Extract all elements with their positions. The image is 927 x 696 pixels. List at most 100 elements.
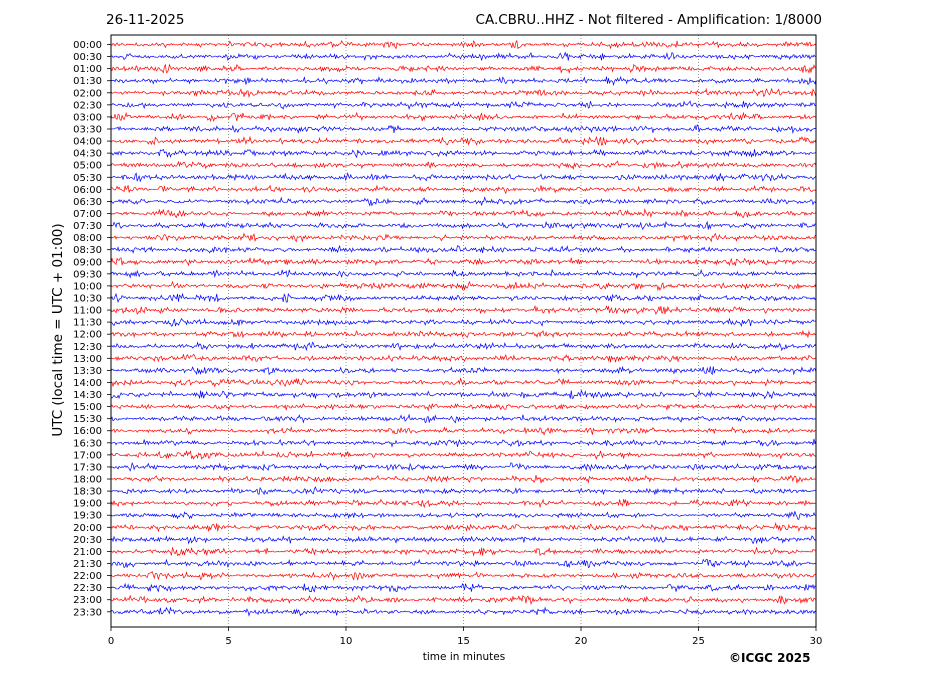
trace-row-0900 (110, 257, 817, 267)
xtick-label: 25 (692, 636, 705, 647)
x-axis-ticks: 0 5 10 15 20 25 30 (108, 627, 823, 647)
ytick-label: 20:00 (73, 523, 102, 534)
trace-row-1530 (110, 413, 817, 424)
trace-row-2000 (110, 521, 817, 533)
trace-row-0430 (110, 148, 817, 159)
ytick-label: 21:30 (73, 559, 102, 570)
xtick-label: 10 (340, 636, 353, 647)
ytick-label: 18:00 (73, 475, 102, 486)
trace-row-0400 (110, 135, 817, 146)
trace-row-0800 (110, 232, 817, 243)
ytick-label: 22:30 (73, 583, 102, 594)
trace-row-1500 (110, 402, 817, 411)
ytick-label: 19:30 (73, 511, 102, 522)
ytick-label: 05:00 (73, 161, 102, 172)
trace-row-0130 (110, 75, 817, 86)
copyright-label: ©ICGC 2025 (729, 651, 811, 665)
ytick-label: 17:30 (73, 462, 102, 473)
ytick-label: 22:00 (73, 571, 102, 582)
trace-row-0730 (110, 220, 817, 231)
y-axis-ticks: 00:0000:3001:0001:3002:0002:3003:0003:30… (73, 40, 111, 618)
trace-row-1030 (110, 292, 817, 304)
ytick-label: 14:00 (73, 378, 102, 389)
ytick-label: 08:30 (73, 245, 102, 256)
trace-row-1230 (111, 341, 817, 352)
ytick-label: 06:00 (73, 185, 102, 196)
trace-row-2330 (110, 606, 817, 617)
trace-row-1200 (110, 329, 817, 339)
trace-row-0230 (110, 100, 817, 111)
trace-row-1100 (110, 304, 817, 315)
seismic-traces (110, 39, 817, 617)
ytick-label: 04:00 (73, 137, 102, 148)
ytick-label: 03:30 (73, 124, 102, 135)
y-axis-label: UTC (local time = UTC + 01:00) (50, 223, 66, 437)
ytick-label: 13:30 (73, 366, 102, 377)
trace-row-2200 (110, 570, 817, 581)
trace-row-0530 (110, 171, 817, 183)
ytick-label: 13:00 (73, 354, 102, 365)
xtick-label: 30 (810, 636, 823, 647)
trace-row-1130 (110, 317, 817, 328)
trace-row-1330 (110, 365, 817, 376)
trace-row-2100 (110, 546, 817, 557)
trace-row-0300 (110, 111, 817, 123)
ytick-label: 12:30 (73, 342, 102, 353)
ytick-label: 19:00 (73, 499, 102, 510)
trace-row-0630 (110, 196, 817, 207)
trace-row-1630 (110, 438, 817, 448)
ytick-label: 09:00 (73, 257, 102, 268)
trace-row-1830 (110, 486, 817, 496)
ytick-label: 02:00 (73, 88, 102, 99)
ytick-label: 01:30 (73, 76, 102, 87)
ytick-label: 17:00 (73, 450, 102, 461)
trace-row-1600 (110, 426, 817, 436)
ytick-label: 18:30 (73, 487, 102, 498)
trace-row-1900 (110, 498, 817, 509)
trace-row-0030 (110, 51, 817, 62)
ytick-label: 15:00 (73, 402, 102, 413)
ytick-label: 14:30 (73, 390, 102, 401)
trace-row-2130 (110, 558, 817, 569)
trace-row-1430 (110, 389, 817, 400)
ytick-label: 20:30 (73, 535, 102, 546)
trace-row-0500 (110, 160, 817, 171)
trace-row-0930 (110, 268, 817, 279)
x-axis-label: time in minutes (422, 651, 506, 663)
ytick-label: 05:30 (73, 173, 102, 184)
ytick-label: 09:30 (73, 269, 102, 280)
ytick-label: 10:30 (73, 293, 102, 304)
ytick-label: 07:00 (73, 209, 102, 220)
xtick-label: 0 (108, 636, 114, 647)
xtick-label: 20 (575, 636, 588, 647)
ytick-label: 07:30 (73, 221, 102, 232)
trace-row-0600 (110, 184, 817, 195)
ytick-label: 12:00 (73, 330, 102, 341)
ytick-label: 15:30 (73, 414, 102, 425)
trace-row-0330 (110, 124, 817, 134)
trace-row-1300 (110, 353, 817, 363)
trace-row-1800 (110, 474, 817, 484)
ytick-label: 23:30 (73, 607, 102, 618)
ytick-label: 16:00 (73, 426, 102, 437)
ytick-label: 11:00 (73, 306, 102, 317)
trace-row-0100 (110, 63, 817, 74)
trace-row-0700 (110, 208, 817, 219)
ytick-label: 08:00 (73, 233, 102, 244)
ytick-label: 00:30 (73, 52, 102, 63)
ytick-label: 10:00 (73, 281, 102, 292)
trace-row-0200 (110, 87, 817, 99)
ytick-label: 06:30 (73, 197, 102, 208)
trace-row-2030 (110, 535, 817, 545)
ytick-label: 04:30 (73, 149, 102, 160)
ytick-label: 02:30 (73, 100, 102, 111)
trace-row-1400 (110, 377, 817, 388)
chart-title: CA.CBRU..HHZ - Not filtered - Amplificat… (475, 12, 822, 28)
ytick-label: 11:30 (73, 318, 102, 329)
ytick-label: 00:00 (73, 40, 102, 51)
trace-row-1700 (110, 450, 817, 460)
ytick-label: 23:00 (73, 595, 102, 606)
trace-row-1000 (110, 280, 817, 292)
ytick-label: 16:30 (73, 438, 102, 449)
ytick-label: 01:00 (73, 64, 102, 75)
